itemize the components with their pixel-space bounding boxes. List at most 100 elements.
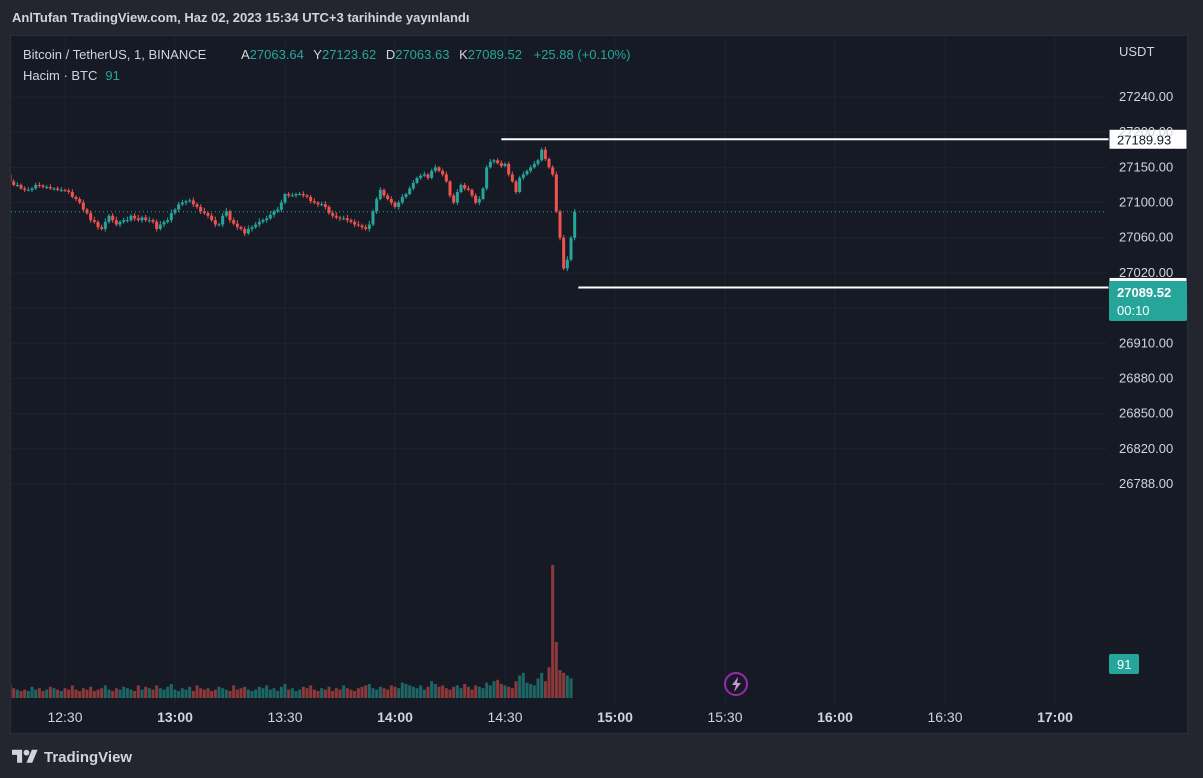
candle: [12, 181, 16, 185]
candle: [70, 191, 74, 197]
volume-bar: [488, 685, 492, 698]
candle: [232, 220, 236, 224]
y-tick-label: 26788.00: [1119, 476, 1173, 491]
candle: [52, 188, 56, 190]
y-tick-label: 26820.00: [1119, 441, 1173, 456]
volume-bar: [415, 688, 419, 698]
legend-volume[interactable]: Hacim · BTC 91: [23, 68, 120, 83]
volume-bar: [536, 678, 540, 698]
volume-bar: [41, 691, 45, 698]
candle: [257, 221, 261, 225]
candle: [74, 196, 78, 200]
volume-bar: [265, 685, 269, 698]
candle: [496, 160, 500, 164]
volume-bar: [67, 689, 71, 698]
candle: [206, 213, 210, 216]
candle: [320, 204, 324, 206]
brand-name: TradingView: [44, 748, 133, 766]
volume-bar: [521, 672, 525, 698]
volume-bar: [239, 688, 243, 698]
volume-bar: [133, 691, 137, 698]
candle: [261, 220, 265, 222]
volume-bar: [356, 688, 360, 698]
volume-bar: [279, 686, 283, 698]
volume-bar: [173, 689, 177, 698]
x-tick-label: 17:00: [1037, 709, 1073, 725]
candle: [430, 170, 434, 178]
tradingview-logo[interactable]: TradingView: [12, 744, 132, 770]
volume-bar: [422, 689, 426, 698]
volume-bar: [499, 684, 503, 698]
legend-ohlc: A27063.64 Y27123.62 D27063.63 K27089.52 …: [241, 47, 630, 62]
volume-bar: [89, 686, 93, 698]
candle: [543, 149, 547, 159]
volume-bar: [419, 685, 423, 698]
volume-bar: [202, 689, 206, 698]
candle: [158, 224, 162, 229]
candle: [48, 187, 52, 189]
candle: [540, 149, 544, 161]
candle: [573, 211, 577, 238]
volume-bar: [74, 689, 78, 698]
candle: [59, 189, 63, 191]
candle: [474, 195, 478, 203]
y-tick-label: 26910.00: [1119, 335, 1173, 350]
candle: [444, 174, 448, 182]
volume-bar: [118, 689, 122, 698]
candle: [356, 224, 360, 226]
volume-bar: [180, 688, 184, 698]
candle: [250, 227, 254, 229]
volume-bar: [305, 688, 309, 698]
volume-bar: [30, 686, 34, 698]
candle: [334, 215, 338, 218]
candle: [30, 188, 34, 190]
candle: [323, 204, 327, 207]
volume-bar: [367, 684, 371, 698]
candle: [371, 211, 375, 225]
volume-bar: [213, 689, 217, 698]
y-tick-label: 27100.00: [1119, 195, 1173, 210]
candle: [184, 201, 188, 203]
chart-panel[interactable]: 27189.9326986.91 27240.0027200.0027150.0…: [10, 35, 1188, 734]
volume-bar: [444, 688, 448, 698]
candle: [481, 188, 485, 200]
candle: [353, 221, 357, 225]
x-tick-label: 13:30: [267, 709, 302, 725]
alert-bolt-icon[interactable]: [724, 672, 748, 696]
volume-bar: [316, 691, 320, 698]
publish-info: AnlTufan TradingView.com, Haz 02, 2023 1…: [12, 10, 470, 25]
candlestick-chart[interactable]: 27189.9326986.91 27240.0027200.0027150.0…: [11, 36, 1189, 735]
volume-bar: [514, 681, 518, 698]
y-tick-label: 27240.00: [1119, 89, 1173, 104]
tradingview-logo-icon: [12, 749, 38, 763]
candle: [23, 188, 27, 190]
volume-bar: [100, 688, 104, 698]
legend-symbol[interactable]: Bitcoin / TetherUS, 1, BINANCE: [23, 47, 207, 62]
volume-bar: [111, 691, 115, 698]
volume-bar: [375, 689, 379, 698]
candle: [56, 188, 60, 190]
candle: [15, 184, 19, 186]
candle: [26, 189, 30, 191]
volume-bar: [353, 691, 357, 698]
candle: [408, 188, 412, 195]
x-tick-label: 14:00: [377, 709, 413, 725]
volume-bar: [158, 688, 162, 698]
volume-bar: [254, 689, 258, 698]
volume-bar: [268, 689, 272, 698]
volume-bar: [191, 691, 195, 698]
candle: [228, 211, 232, 221]
volume-bar: [437, 686, 441, 698]
volume-bar: [426, 686, 430, 698]
candle: [448, 181, 452, 196]
candle: [441, 170, 445, 175]
candle: [389, 199, 393, 203]
volume-bar: [540, 672, 544, 698]
volume-bar: [342, 685, 346, 698]
volume-bar: [294, 691, 298, 698]
candle: [118, 221, 122, 225]
svg-text:91: 91: [1117, 657, 1131, 672]
candle: [426, 174, 430, 178]
x-tick-label: 15:00: [597, 709, 633, 725]
candle: [433, 167, 437, 171]
